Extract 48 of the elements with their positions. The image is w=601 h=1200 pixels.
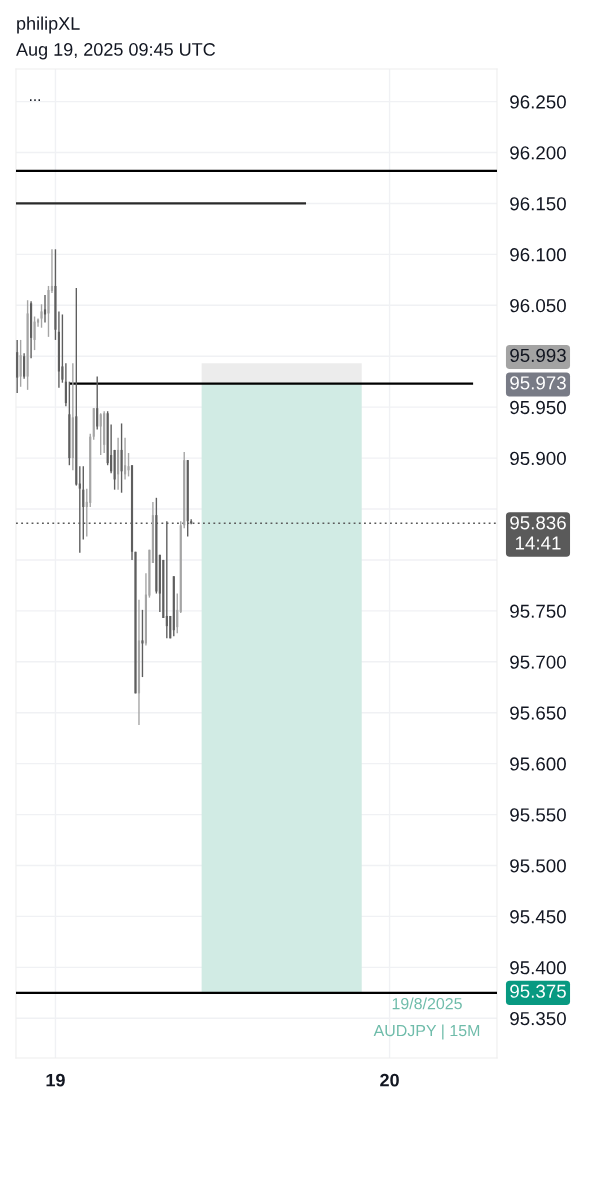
candlestick	[33, 315, 36, 351]
y-tick-label: 95.650	[510, 706, 566, 720]
candlestick	[134, 551, 137, 695]
candlestick	[99, 412, 102, 456]
candlestick	[43, 294, 47, 324]
x-tick-label: 20	[380, 1073, 399, 1087]
candlestick	[96, 375, 99, 431]
y-tick-label: 95.400	[510, 961, 566, 975]
text: 95.973	[510, 376, 566, 390]
x-tick-label: 19	[46, 1073, 65, 1087]
y-tick-label: 95.550	[510, 808, 566, 822]
ref-line-label: 95.836 14:41	[510, 516, 566, 550]
candlestick	[26, 299, 29, 391]
candlestick	[40, 303, 43, 329]
candlestick	[61, 313, 64, 384]
annotation: 95.375	[510, 984, 566, 998]
annotation: ...	[30, 99, 40, 101]
candlestick	[123, 437, 127, 481]
y-tick-label: 96.050	[510, 299, 566, 313]
candlestick	[176, 592, 179, 634]
y-tick-label: 95.700	[510, 655, 566, 669]
candlestick	[165, 520, 168, 640]
y-tick-label: 96.100	[510, 248, 566, 262]
y-tick-label: 95.450	[510, 910, 566, 924]
y-tick-label: 96.250	[510, 95, 566, 109]
y-tick-label: 95.750	[510, 604, 566, 618]
y-tick-label: 95.900	[510, 451, 566, 466]
annotation: 19/8/2025	[392, 997, 462, 1010]
candlestick	[23, 352, 26, 380]
y-tick-label: 95.500	[510, 859, 566, 873]
candlestick	[68, 380, 71, 466]
candlestick	[120, 422, 123, 494]
candlestick	[75, 287, 78, 487]
y-tick-label: 95.600	[510, 757, 566, 771]
chart-subtitle: Aug 19, 2025 09:45 UTC	[16, 43, 216, 60]
candlestick	[64, 362, 67, 407]
chart-title: philipXL	[17, 16, 80, 34]
annotation: AUDJPY | 15M	[373, 1024, 480, 1040]
candlestick	[19, 339, 22, 388]
y-tick-label: 95.350	[510, 1011, 566, 1026]
y-tick-label: 95.950	[510, 400, 566, 415]
candlestick	[113, 449, 116, 491]
candlestick	[162, 559, 165, 619]
y-tick-label: 96.200	[510, 146, 566, 160]
y-tick-label: 96.150	[510, 197, 566, 211]
text: 95.993	[510, 348, 566, 363]
candlestick	[141, 609, 144, 678]
candlestick	[127, 452, 130, 478]
